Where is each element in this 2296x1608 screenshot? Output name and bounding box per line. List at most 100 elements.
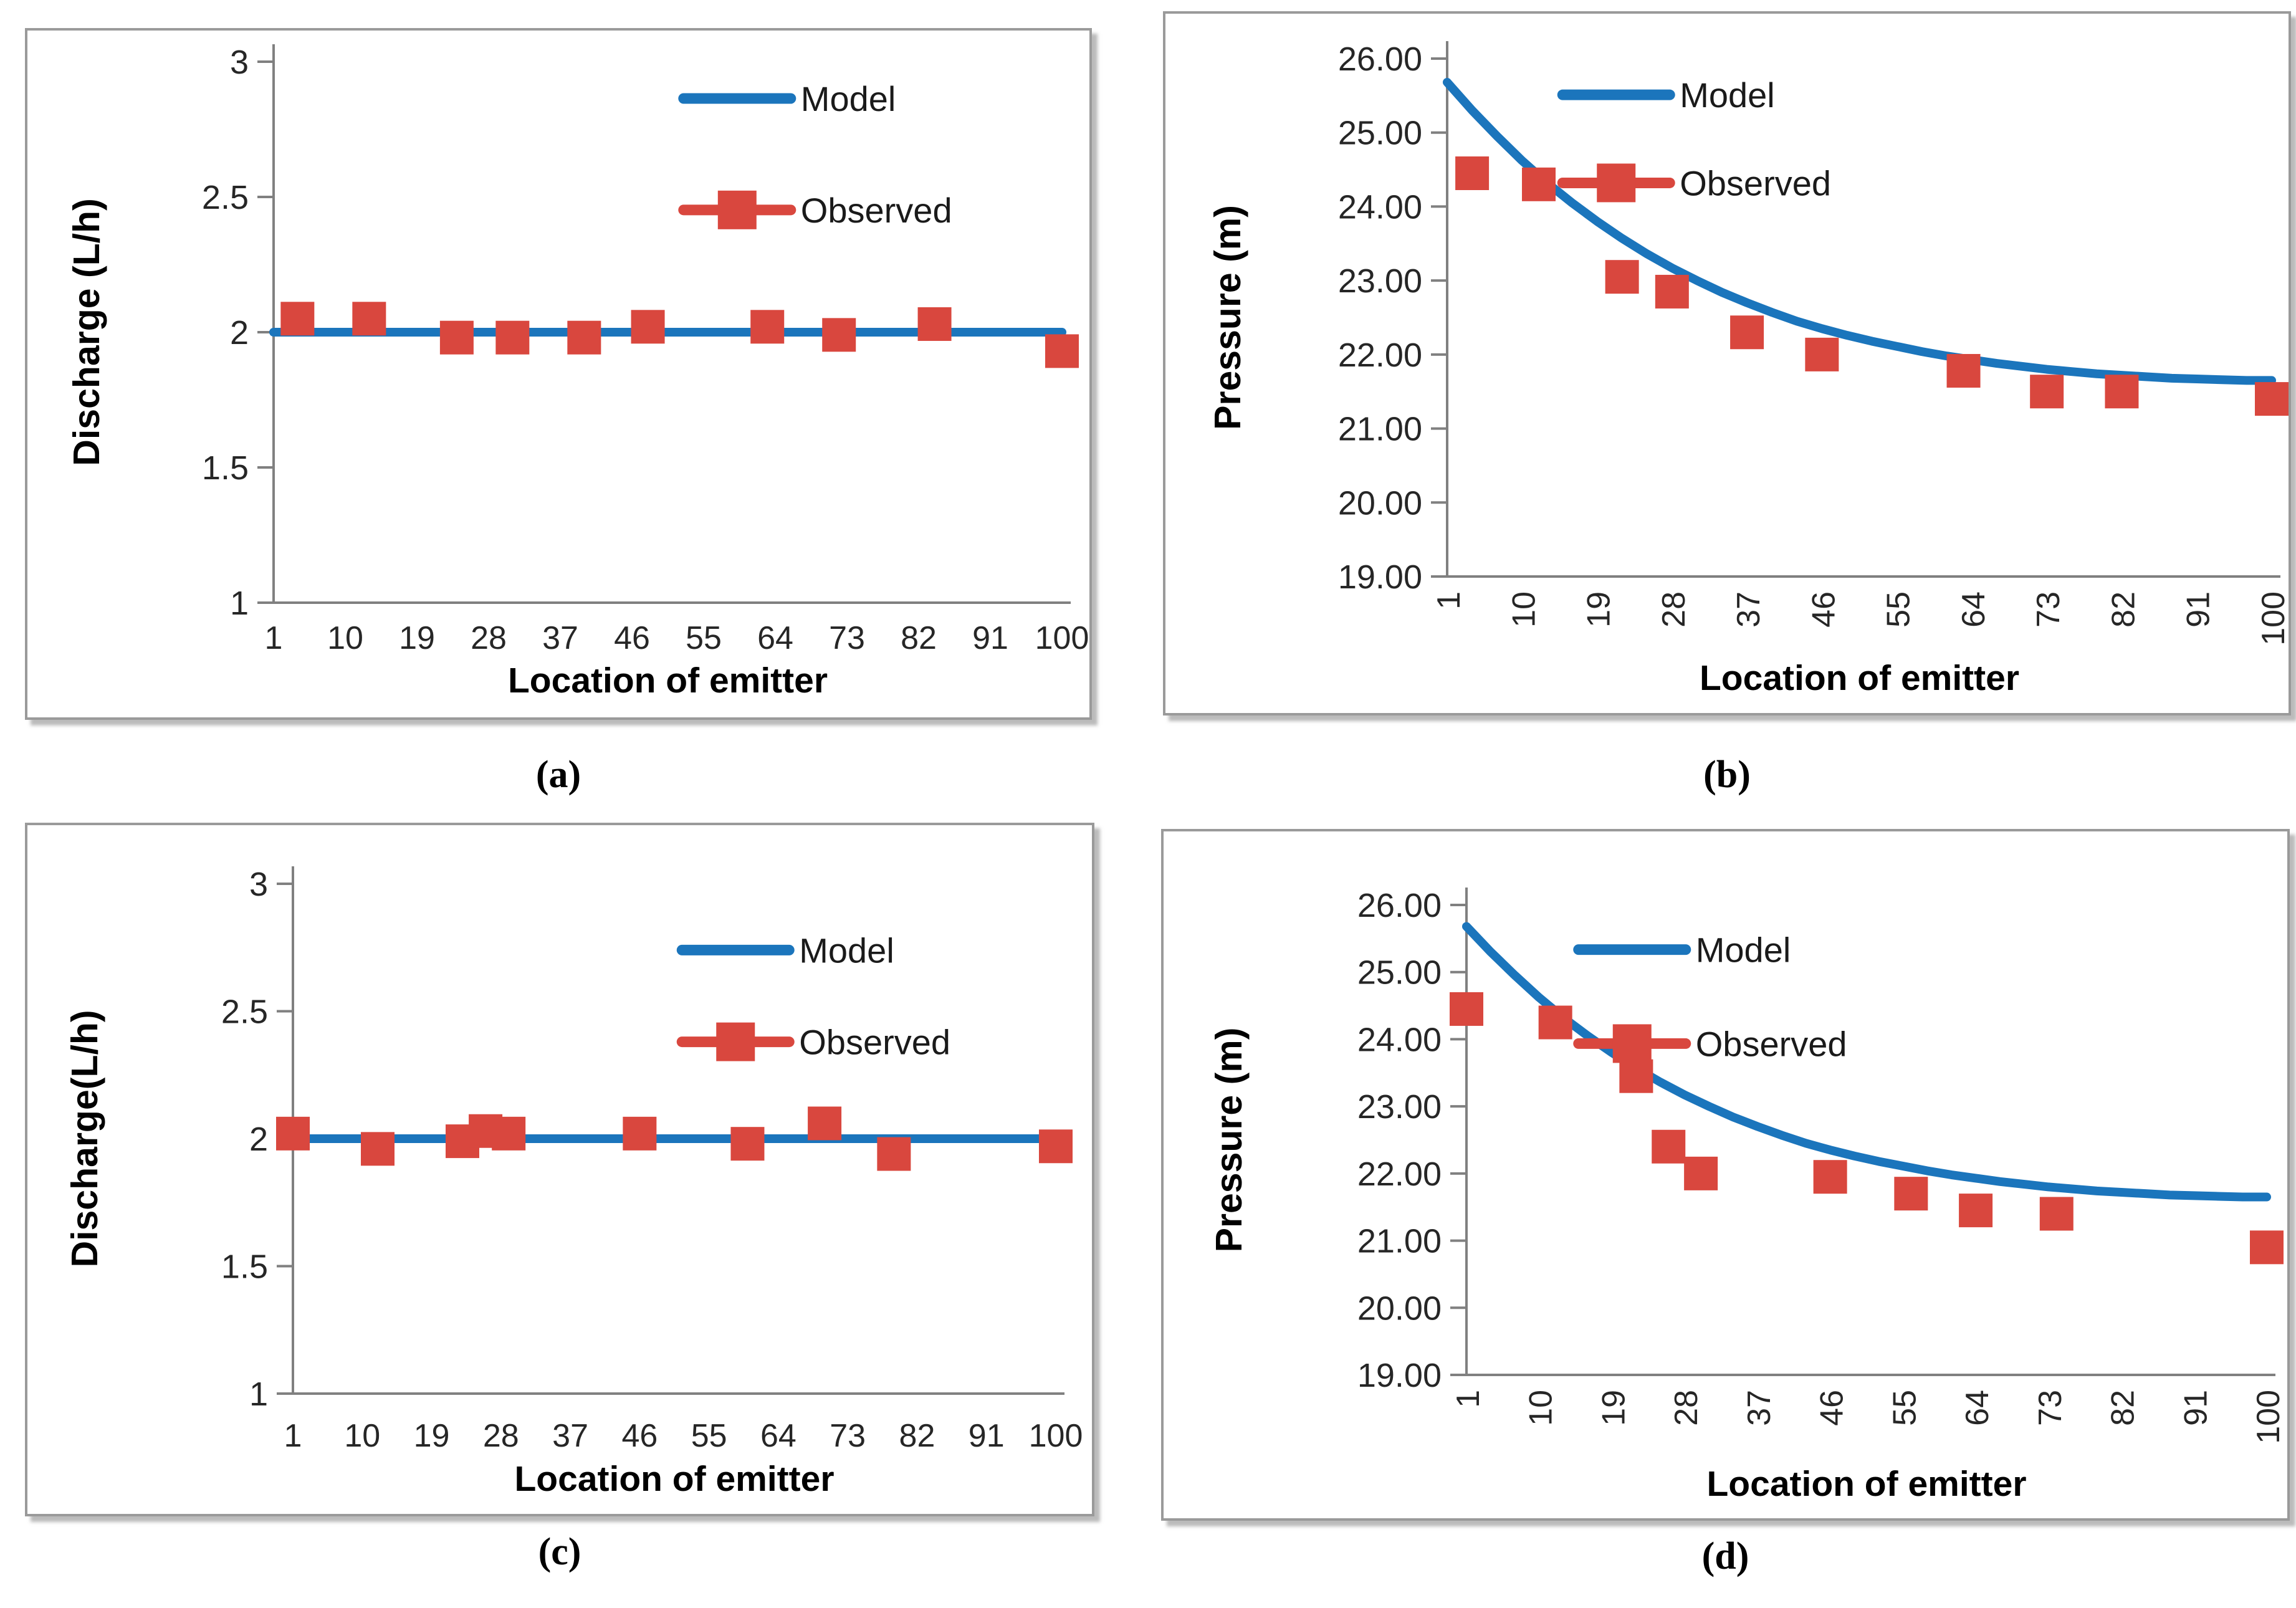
svg-text:28: 28 — [1656, 591, 1692, 628]
svg-text:3: 3 — [249, 866, 268, 903]
x-axis-title: Location of emitter — [1706, 1464, 2026, 1504]
chart-panel-b: 26.00 25.00 24.00 23.00 22.00 21.00 20.00 19.00… — [1163, 11, 2291, 715]
svg-text:100: 100 — [2251, 1390, 2287, 1444]
svg-text:55: 55 — [686, 620, 722, 656]
legend: Model Observed — [678, 79, 952, 230]
svg-text:28: 28 — [1668, 1390, 1705, 1426]
legend-model-label: Model — [801, 79, 896, 118]
svg-text:2: 2 — [249, 1121, 268, 1158]
svg-text:64: 64 — [760, 1418, 796, 1454]
svg-text:82: 82 — [899, 1418, 935, 1454]
svg-text:1: 1 — [284, 1418, 302, 1454]
svg-text:24.00: 24.00 — [1338, 188, 1422, 226]
svg-text:91: 91 — [2178, 1390, 2214, 1426]
model-line — [1462, 922, 2271, 1202]
y-tick-labels: 26.00 25.00 24.00 23.00 22.00 21.00 20.00 19.00 — [1357, 887, 1442, 1394]
y-tick-labels: 3 2.5 2 1.5 1 — [202, 44, 249, 622]
svg-text:23.00: 23.00 — [1357, 1088, 1442, 1126]
svg-text:1: 1 — [249, 1376, 268, 1413]
x-axis-title: Location of emitter — [508, 661, 828, 701]
caption-c: (c) — [538, 1531, 581, 1573]
svg-text:1: 1 — [265, 620, 283, 656]
svg-text:91: 91 — [969, 1418, 1005, 1454]
svg-text:55: 55 — [1881, 591, 1917, 628]
svg-text:1: 1 — [1450, 1390, 1486, 1408]
svg-text:46: 46 — [1806, 591, 1842, 628]
axes — [277, 866, 1064, 1395]
svg-text:73: 73 — [2032, 1390, 2069, 1426]
x-axis-title: Location of emitter — [1700, 658, 2019, 698]
y-tick-labels: 3 2.5 2 1.5 1 — [221, 866, 268, 1413]
svg-text:37: 37 — [552, 1418, 588, 1454]
svg-text:22.00: 22.00 — [1338, 337, 1422, 374]
caption-a: (a) — [535, 754, 581, 796]
observed-markers — [280, 302, 1079, 368]
svg-text:1.5: 1.5 — [202, 449, 249, 487]
svg-text:26.00: 26.00 — [1357, 887, 1442, 924]
svg-text:3: 3 — [230, 44, 249, 81]
legend-observed-label: Observed — [799, 1023, 950, 1062]
chart-panel-c: 3 2.5 2 1.5 1 1 10 19 28 37 46 55 64 73 82 91 100 Locatio… — [25, 823, 1094, 1516]
svg-text:37: 37 — [542, 620, 578, 656]
y-axis-title: Pressure (m) — [1208, 1028, 1250, 1253]
axes — [1450, 888, 2275, 1376]
legend-observed-marker-swatch — [716, 1022, 755, 1061]
legend-observed-label: Observed — [1680, 163, 1831, 203]
svg-text:1.5: 1.5 — [221, 1248, 268, 1286]
chart-a-plot: 3 2.5 2 1.5 11 10 19 28 37 46 55 64 73 82 91 100 Locatio… — [66, 44, 1089, 701]
svg-text:20.00: 20.00 — [1338, 484, 1422, 522]
legend-observed-label: Observed — [801, 191, 952, 230]
svg-text:46: 46 — [621, 1418, 658, 1454]
svg-text:19: 19 — [399, 620, 435, 656]
legend: Model Observed — [676, 931, 950, 1062]
x-tick-labels: 1 10 19 28 37 46 55 64 73 82 91 100 — [1431, 591, 2289, 646]
chart-b-plot: 26.00 25.00 24.00 23.00 22.00 21.00 20.00 19.00… — [1207, 41, 2289, 698]
axes — [1431, 41, 2280, 578]
caption-d: (d) — [1701, 1535, 1749, 1577]
svg-text:82: 82 — [901, 620, 937, 656]
svg-text:73: 73 — [830, 1418, 866, 1454]
svg-text:28: 28 — [471, 620, 507, 656]
svg-text:19: 19 — [1595, 1390, 1632, 1426]
svg-text:100: 100 — [1035, 620, 1089, 656]
y-axis-title: Pressure (m) — [1207, 205, 1248, 430]
legend: Model Observed — [1573, 931, 1847, 1063]
svg-text:26.00: 26.00 — [1338, 41, 1422, 78]
model-line — [1443, 77, 2276, 385]
legend-model-label: Model — [1696, 931, 1791, 970]
y-axis-title: Discharge (L/h) — [66, 198, 107, 466]
legend-model-label: Model — [1680, 75, 1775, 115]
svg-text:1: 1 — [230, 585, 249, 622]
svg-text:19.00: 19.00 — [1357, 1357, 1442, 1394]
svg-text:46: 46 — [1814, 1390, 1850, 1426]
legend: Model Observed — [1557, 75, 1831, 203]
svg-text:37: 37 — [1731, 591, 1767, 628]
svg-text:24.00: 24.00 — [1357, 1021, 1442, 1058]
y-axis-title: Discharge(L/h) — [64, 1010, 105, 1267]
observed-markers — [276, 1106, 1073, 1171]
legend-observed-label: Observed — [1696, 1024, 1847, 1063]
svg-text:28: 28 — [483, 1418, 519, 1454]
y-tick-labels: 26.00 25.00 24.00 23.00 22.00 21.00 20.00 19.00 — [1338, 41, 1422, 596]
chart-panel-a: 3 2.5 2 1.5 1 1 10 19 28 37 46 55 64 73 82 91 100 Locatio… — [25, 28, 1092, 720]
svg-text:64: 64 — [757, 620, 793, 656]
svg-text:21.00: 21.00 — [1357, 1223, 1442, 1260]
svg-text:55: 55 — [691, 1418, 727, 1454]
svg-text:64: 64 — [1956, 591, 1992, 628]
svg-text:73: 73 — [829, 620, 865, 656]
svg-text:25.00: 25.00 — [1338, 115, 1422, 152]
svg-text:23.00: 23.00 — [1338, 262, 1422, 300]
legend-observed-marker-swatch — [1612, 1024, 1652, 1063]
svg-text:19.00: 19.00 — [1338, 558, 1422, 596]
svg-text:20.00: 20.00 — [1357, 1290, 1442, 1327]
legend-model-label: Model — [799, 931, 894, 970]
observed-markers — [1455, 156, 2289, 416]
svg-text:10: 10 — [344, 1418, 380, 1454]
chart-panel-d: 26.00 25.00 24.00 23.00 22.00 21.00 20.00 19.00… — [1161, 829, 2290, 1521]
svg-text:2.5: 2.5 — [202, 179, 249, 216]
x-tick-labels: 1 10 19 28 37 46 55 64 73 82 91 100 — [1450, 1390, 2287, 1444]
x-axis-title: Location of emitter — [514, 1459, 834, 1499]
svg-text:10: 10 — [1523, 1390, 1559, 1426]
svg-text:22.00: 22.00 — [1357, 1156, 1442, 1193]
